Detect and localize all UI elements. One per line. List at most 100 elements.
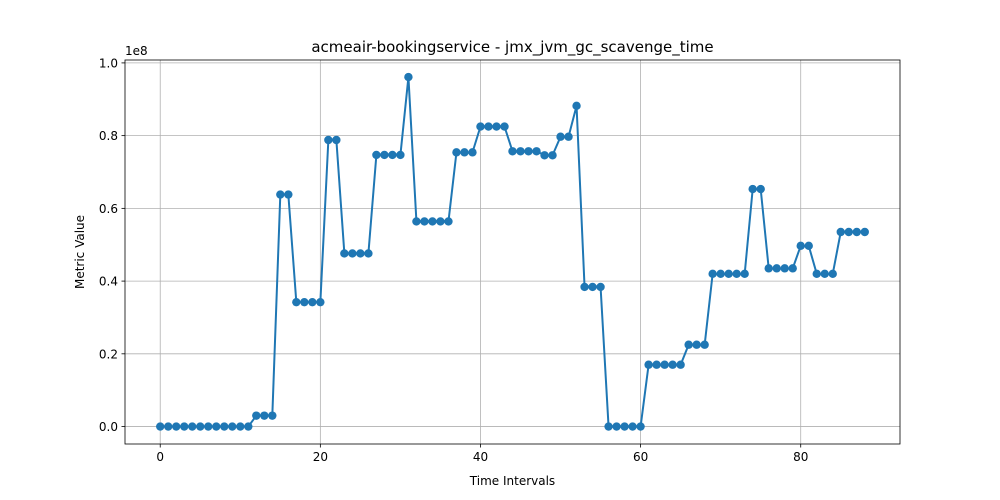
data-point bbox=[396, 150, 405, 160]
data-point bbox=[516, 147, 525, 156]
data-point bbox=[612, 422, 621, 431]
data-point bbox=[220, 422, 229, 431]
data-point bbox=[180, 422, 189, 431]
data-point bbox=[756, 184, 765, 194]
data-point bbox=[772, 264, 781, 273]
data-point bbox=[588, 282, 597, 292]
data-point bbox=[828, 269, 837, 279]
data-point bbox=[292, 297, 301, 307]
y-tick-label: 0.2 bbox=[99, 347, 118, 361]
data-point bbox=[300, 297, 309, 307]
data-point bbox=[460, 148, 469, 157]
data-point bbox=[420, 217, 429, 226]
axis-ticks: 0 20 40 60 80 0.0 0.2 0.4 0.6 0.8 1.0 bbox=[99, 56, 808, 464]
data-point bbox=[412, 217, 421, 226]
data-point bbox=[332, 135, 341, 145]
data-point bbox=[596, 282, 605, 292]
data-point bbox=[764, 264, 773, 273]
data-point bbox=[428, 217, 437, 226]
y-axis-offset-label: 1e8 bbox=[125, 44, 148, 58]
y-tick-label: 1.0 bbox=[99, 56, 118, 70]
data-point bbox=[284, 190, 293, 199]
data-point bbox=[380, 150, 389, 160]
data-point bbox=[660, 360, 669, 369]
data-point bbox=[508, 147, 517, 156]
series-line bbox=[160, 76, 865, 428]
data-point bbox=[156, 422, 165, 431]
data-point bbox=[500, 122, 509, 131]
x-axis-label: Time Intervals bbox=[469, 474, 555, 488]
data-point bbox=[676, 360, 685, 369]
y-tick-label: 0.6 bbox=[99, 202, 118, 216]
data-point bbox=[740, 269, 749, 279]
x-tick-label: 80 bbox=[793, 450, 808, 464]
data-point bbox=[532, 147, 541, 156]
data-point bbox=[244, 422, 253, 431]
data-point bbox=[260, 411, 269, 420]
data-point bbox=[452, 148, 461, 157]
data-point bbox=[476, 122, 485, 131]
data-point bbox=[844, 227, 853, 237]
y-tick-label: 0.4 bbox=[99, 275, 118, 289]
data-point bbox=[748, 184, 757, 194]
data-point bbox=[404, 72, 413, 82]
data-point bbox=[644, 360, 653, 369]
data-point bbox=[228, 422, 237, 431]
grid bbox=[125, 60, 900, 444]
data-point bbox=[492, 122, 501, 131]
data-point bbox=[164, 422, 173, 431]
data-point bbox=[708, 269, 717, 279]
data-point bbox=[252, 411, 261, 420]
data-point bbox=[468, 148, 477, 157]
data-point bbox=[548, 151, 557, 160]
data-point bbox=[436, 217, 445, 226]
data-point bbox=[276, 190, 285, 199]
data-point bbox=[564, 132, 573, 141]
plot-frame bbox=[124, 59, 901, 445]
data-point bbox=[556, 132, 565, 141]
data-point bbox=[236, 422, 245, 431]
data-point bbox=[692, 340, 701, 349]
chart-title: acmeair-bookingservice - jmx_jvm_gc_scav… bbox=[311, 38, 713, 57]
data-point bbox=[700, 340, 709, 349]
data-point bbox=[540, 151, 549, 160]
data-point bbox=[652, 360, 661, 369]
x-tick-label: 40 bbox=[473, 450, 488, 464]
data-point bbox=[812, 269, 821, 279]
data-point bbox=[636, 422, 645, 431]
data-point bbox=[668, 360, 677, 369]
data-point bbox=[172, 422, 181, 431]
data-point bbox=[788, 264, 797, 273]
data-point bbox=[796, 241, 805, 251]
data-point bbox=[524, 147, 533, 156]
data-point bbox=[724, 269, 733, 279]
data-point bbox=[348, 249, 357, 258]
data-point bbox=[204, 422, 213, 431]
data-point bbox=[188, 422, 197, 431]
data-point bbox=[604, 422, 613, 431]
series-metric-line bbox=[156, 72, 869, 431]
data-point bbox=[356, 249, 365, 258]
data-point bbox=[196, 422, 205, 431]
x-tick-label: 60 bbox=[633, 450, 648, 464]
y-tick-label: 0.0 bbox=[99, 420, 118, 434]
data-point bbox=[716, 269, 725, 279]
data-point bbox=[324, 135, 333, 145]
data-point bbox=[388, 150, 397, 160]
data-point bbox=[804, 241, 813, 251]
data-point bbox=[308, 297, 317, 307]
x-tick-label: 20 bbox=[313, 450, 328, 464]
data-point bbox=[444, 217, 453, 226]
data-point bbox=[340, 249, 349, 258]
data-point bbox=[316, 297, 325, 307]
y-tick-label: 0.8 bbox=[99, 129, 118, 143]
data-point bbox=[212, 422, 221, 431]
data-point bbox=[732, 269, 741, 279]
y-axis-label: Metric Value bbox=[73, 215, 87, 289]
data-point bbox=[820, 269, 829, 279]
data-point bbox=[852, 227, 861, 237]
data-point bbox=[684, 340, 693, 349]
data-point bbox=[484, 122, 493, 131]
data-point bbox=[780, 264, 789, 273]
